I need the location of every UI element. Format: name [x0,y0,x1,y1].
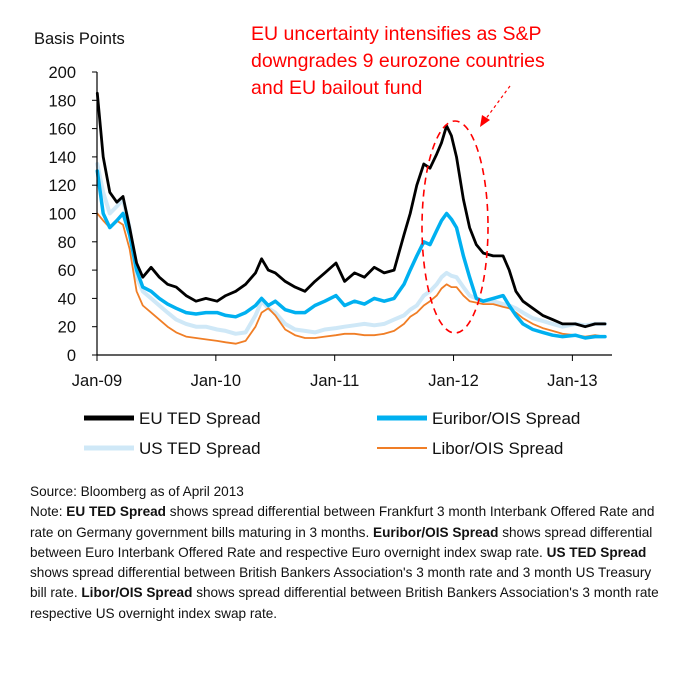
series-line [95,169,607,340]
y-tick-label: 40 [58,290,76,308]
annotation-arrowhead [480,115,490,127]
y-tick-label: 80 [58,234,76,252]
annotation-ellipse [421,120,489,334]
chart-notes: Source: Bloomberg as of April 2013 Note:… [30,482,670,624]
note-term-eu-ted: EU TED Spread [66,504,166,520]
chart: Basis Points 0 20 40 60 80 100 120 140 160 180 200… [34,23,612,458]
y-tick-label: 180 [48,92,76,110]
y-tick-label: 0 [67,347,76,365]
x-tick-label: Jan-10 [191,372,241,390]
note-term-us-ted: US TED Spread [546,544,647,560]
y-tick-label: 60 [58,262,76,280]
note-term-euribor: Euribor/OIS Spread [373,524,499,540]
y-tick-label: 100 [48,206,76,224]
annotation-line: and EU bailout fund [251,77,422,99]
note-desc-euribor: shows spread differential between Euro I… [30,524,653,560]
x-tick-label: Jan-11 [310,372,359,390]
y-axis-label: Basis Points [34,30,125,48]
series-line [96,212,606,345]
note-desc-us-ted: shows spread differential between Britis… [30,565,652,601]
note-desc-eu-ted: shows spread differential between Frankf… [30,504,655,540]
source-text: Source: Bloomberg as of April 2013 [30,484,244,499]
y-tick-label: 120 [48,177,76,195]
note-desc-libor: shows spread differential between Britis… [30,585,659,621]
y-tick-label: 140 [48,149,76,167]
note-term-libor: Libor/OIS Spread [81,585,193,601]
y-tick-label: 200 [48,64,76,82]
note-prefix: Note: [30,504,67,520]
annotation-text: EU uncertainty intensifies as S&P downgr… [251,23,545,99]
y-tick-label: 20 [58,319,76,337]
x-tick-label: Jan-09 [72,372,122,390]
legend-label: Libor/OIS Spread [432,439,563,458]
y-tick-label: 160 [48,121,76,139]
legend: EU TED Spread Euribor/OIS Spread US TED Sp… [84,409,580,458]
legend-label: EU TED Spread [139,409,261,428]
note-text: Note: EU TED Spread shows spread differe… [30,502,670,624]
series-layer [95,91,607,345]
legend-label: US TED Spread [139,439,261,458]
series-line [95,91,607,329]
x-tick-label: Jan-13 [547,372,597,390]
y-axis-ticks: 0 20 40 60 80 100 120 140 160 180 200 [48,64,97,365]
annotation-arrow [481,85,511,125]
x-tick-label: Jan-12 [428,372,478,390]
annotation-line: EU uncertainty intensifies as S&P [251,23,541,45]
legend-label: Euribor/OIS Spread [432,409,580,428]
x-axis-ticks: Jan-09 Jan-10 Jan-11 Jan-12 Jan-13 [72,355,598,390]
annotation-line: downgrades 9 eurozone countries [251,50,545,72]
